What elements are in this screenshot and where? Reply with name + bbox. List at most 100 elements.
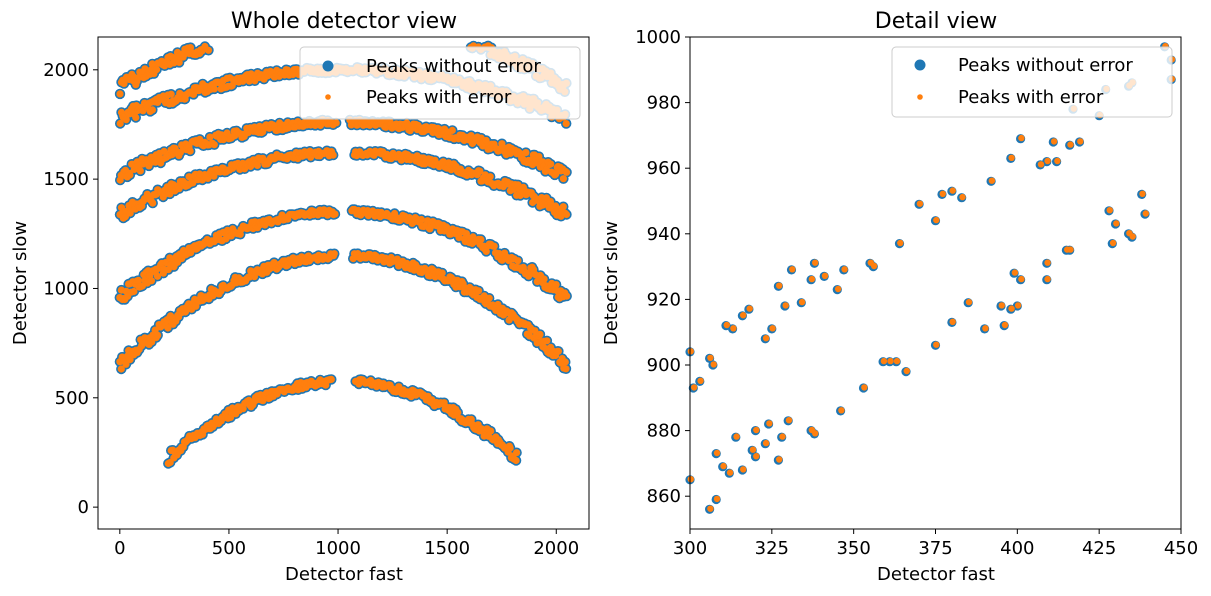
legend-marker-without-error [914, 59, 926, 71]
y-tick-label: 500 [55, 388, 89, 409]
point-with-error [147, 277, 156, 285]
plot-frame [689, 36, 1182, 530]
point-with-error [753, 426, 760, 434]
point-with-error [327, 375, 335, 383]
point-with-error [522, 149, 530, 157]
point-with-error [455, 234, 463, 242]
point-with-error [834, 285, 842, 293]
point-with-error [798, 298, 806, 306]
legend-marker-with-error [325, 94, 331, 100]
point-with-error [192, 302, 200, 310]
point-with-error [710, 361, 717, 368]
legend-label-without-error: Peaks without error [958, 55, 1133, 76]
point-with-error [746, 305, 753, 312]
point-with-error [916, 200, 924, 207]
point-with-error [1001, 321, 1009, 329]
point-with-error [812, 430, 819, 437]
point-with-error [707, 505, 714, 512]
x-tick-group: 0 500 1000 1500 2000 [114, 529, 579, 559]
point-with-error [546, 198, 555, 206]
point-with-error [1139, 190, 1146, 197]
x-tick-label: 300 [673, 538, 707, 559]
point-with-error [122, 360, 130, 368]
point-with-error [939, 190, 946, 197]
point-with-error [330, 250, 338, 258]
point-with-error [487, 427, 495, 435]
point-with-error [122, 116, 130, 124]
point-with-error [329, 151, 337, 159]
point-with-error [949, 318, 956, 325]
x-tick-label: 1000 [315, 538, 361, 559]
point-with-error [982, 325, 989, 332]
point-with-error [167, 90, 175, 98]
point-with-error [149, 199, 157, 207]
y-axis-label: Detector slow [10, 221, 31, 345]
point-with-error [116, 90, 124, 98]
point-with-error [893, 357, 901, 365]
legend: Peaks without error Peaks with error [299, 46, 581, 120]
point-with-error [769, 325, 776, 332]
y-tick-label: 1000 [43, 278, 89, 299]
point-with-error [1050, 138, 1058, 145]
point-with-error [812, 259, 819, 266]
point-with-error [753, 453, 760, 460]
point-with-error [116, 119, 124, 128]
x-tick-label: 2000 [533, 538, 579, 559]
point-with-error [126, 209, 134, 217]
point-with-error [552, 170, 560, 178]
point-with-error [697, 377, 704, 384]
point-with-error [485, 294, 493, 302]
point-with-error [153, 66, 161, 74]
point-with-error [933, 216, 940, 224]
legend: Peaks without error Peaks with error [891, 46, 1173, 118]
point-with-error [559, 203, 567, 211]
point-with-error [561, 358, 569, 366]
point-with-error [482, 247, 490, 255]
chart-title: Detail view [875, 9, 997, 34]
point-with-error [175, 58, 183, 66]
y-tick-label: 860 [647, 486, 681, 507]
point-with-error [785, 417, 793, 424]
point-with-error [563, 292, 571, 300]
point-with-error [861, 384, 868, 391]
point-with-error [687, 348, 694, 355]
point-with-error [1113, 220, 1120, 227]
legend-marker-with-error [917, 94, 923, 100]
y-tick-label: 0 [78, 497, 89, 518]
point-with-error [720, 462, 727, 470]
point-with-error [687, 476, 694, 483]
x-axis-label: Detector fast [877, 564, 995, 585]
x-tick-label: 0 [114, 538, 125, 559]
scatter-points [685, 42, 1176, 514]
point-with-error [726, 469, 734, 476]
point-with-error [713, 449, 721, 457]
point-with-error [1054, 157, 1061, 165]
y-tick-label: 980 [647, 93, 681, 114]
point-with-error [723, 321, 730, 329]
point-with-error [808, 275, 816, 283]
point-with-error [766, 420, 773, 427]
point-with-error [1037, 161, 1045, 168]
point-with-error [1067, 246, 1074, 253]
x-tick-label: 425 [1082, 538, 1116, 559]
x-tick-group: 300 325 350 375 400 425 450 [673, 529, 1198, 559]
point-with-error [713, 495, 721, 503]
point-with-error [1008, 305, 1015, 312]
legend-frame [891, 46, 1173, 118]
point-with-error [210, 85, 218, 93]
point-with-error [562, 120, 570, 128]
point-with-error [690, 384, 698, 391]
point-with-error [559, 175, 568, 183]
point-with-error [513, 449, 521, 457]
point-with-error [540, 275, 548, 283]
point-with-error [821, 272, 829, 279]
point-with-error [1067, 141, 1074, 148]
y-tick-label: 880 [647, 421, 681, 442]
whole-detector-panel: Whole detector view 0 500 1000 1500 2000 0 50… [10, 9, 590, 585]
point-with-error [740, 312, 747, 319]
point-with-error [1044, 259, 1051, 266]
plot-frame [97, 36, 590, 530]
point-with-error [132, 113, 140, 122]
point-with-error [841, 266, 848, 273]
